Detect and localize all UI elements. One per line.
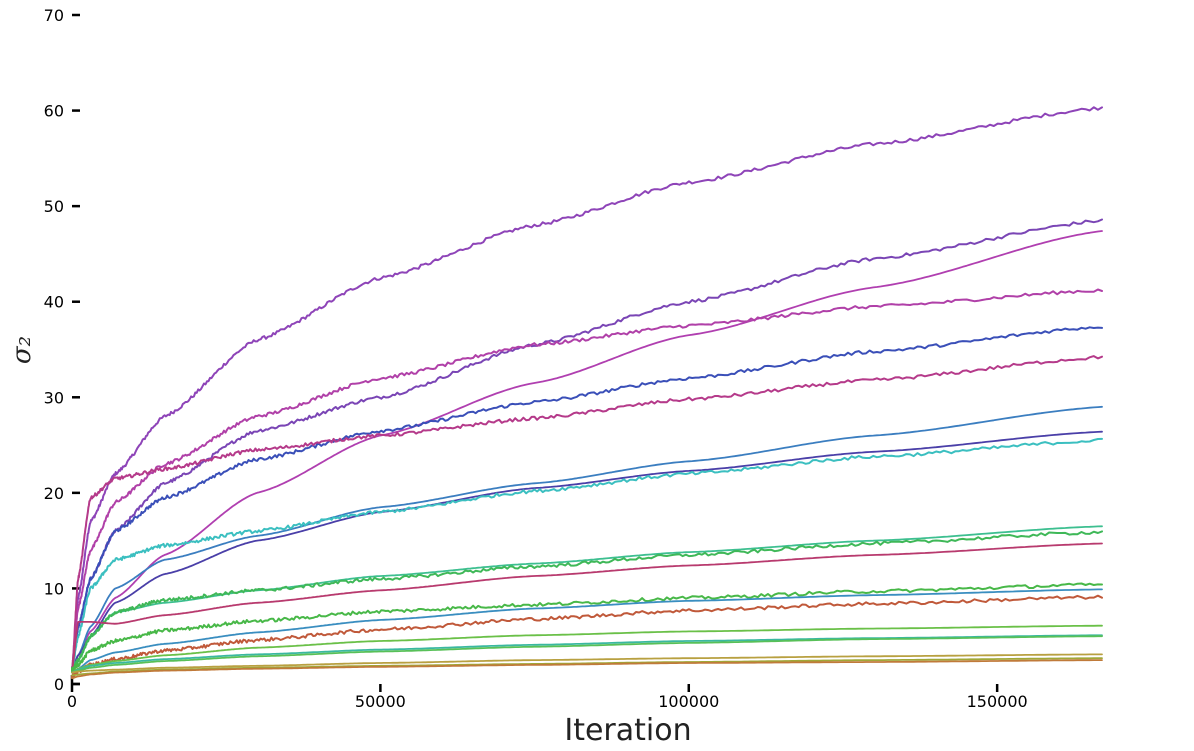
series-line-13 [71,582,1103,672]
series-line-1 [71,106,1103,672]
series-line-12 [71,542,1103,671]
series-line-18 [71,635,1103,674]
x-tick-label: 50000 [355,692,406,711]
series-line-11 [71,530,1103,672]
x-tick-label: 150000 [967,692,1028,711]
series-line-14 [71,588,1103,674]
series-line-4 [71,288,1103,672]
y-tick-label: 60 [44,102,64,121]
y-tick-label: 40 [44,293,64,312]
x-axis-label: Iteration [564,713,691,748]
y-tick-label: 50 [44,197,64,216]
y-tick-label: 30 [44,388,64,407]
y-tick-label: 20 [44,484,64,503]
y-axis-label: σ₂ [7,336,37,364]
series-line-3 [71,230,1103,674]
x-axis: 0 50000 100000 150000 [67,682,1028,711]
series-line-19 [71,653,1103,674]
y-tick-label: 0 [54,675,64,694]
y-tick-label: 10 [44,579,64,598]
y-tick-label: 70 [44,6,64,25]
series-line-17 [71,634,1103,674]
x-tick-label: 100000 [658,692,719,711]
series-line-5 [71,326,1103,672]
series-line-16 [71,624,1103,674]
series-line-10 [71,525,1103,671]
series-group [71,106,1103,680]
y-axis: 0 10 20 30 40 50 60 70 [44,6,80,694]
series-line-8 [71,430,1103,671]
series-line-9 [71,437,1103,672]
series-line-21 [71,659,1103,680]
series-line-6 [71,355,1103,672]
x-tick-label: 0 [67,692,77,711]
